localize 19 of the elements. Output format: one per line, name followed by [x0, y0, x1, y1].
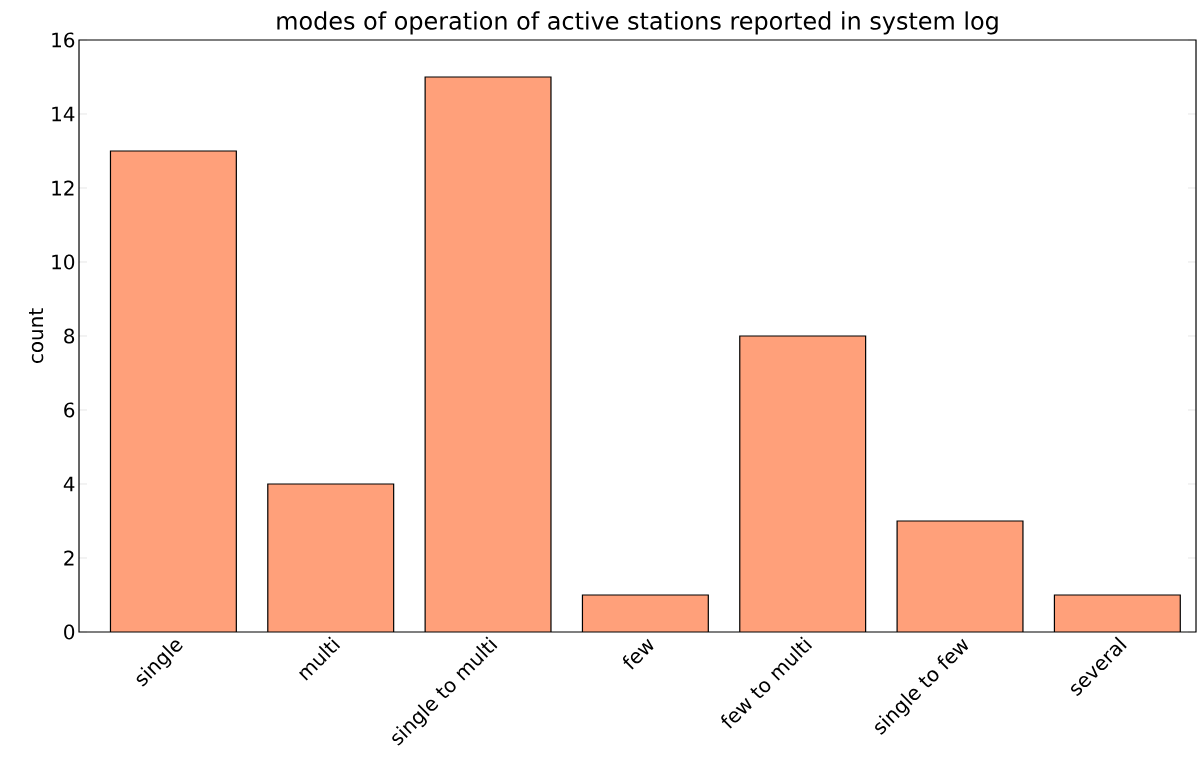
- bar: [1053, 594, 1181, 632]
- y-tick-label: 0: [64, 624, 75, 640]
- x-tick-label: few: [622, 638, 654, 670]
- y-tick-label: 12: [52, 180, 74, 196]
- y-axis-title: count: [29, 308, 44, 363]
- y-tick-label: 2: [64, 550, 74, 566]
- bar: [267, 483, 394, 632]
- bar: [739, 335, 866, 632]
- y-tick-label: 6: [64, 402, 75, 418]
- chart-title: modes of operation of active stations reported in system log: [277, 11, 998, 35]
- y-tick-label: 10: [52, 254, 75, 270]
- y-tick-label: 16: [52, 32, 75, 48]
- y-tick-label: 4: [63, 476, 75, 492]
- bar: [582, 594, 709, 632]
- y-tick-label: 14: [52, 106, 75, 122]
- y-tick-label: 8: [64, 328, 75, 344]
- bar: [897, 520, 1023, 632]
- bar: [110, 150, 237, 632]
- bar: [425, 76, 551, 632]
